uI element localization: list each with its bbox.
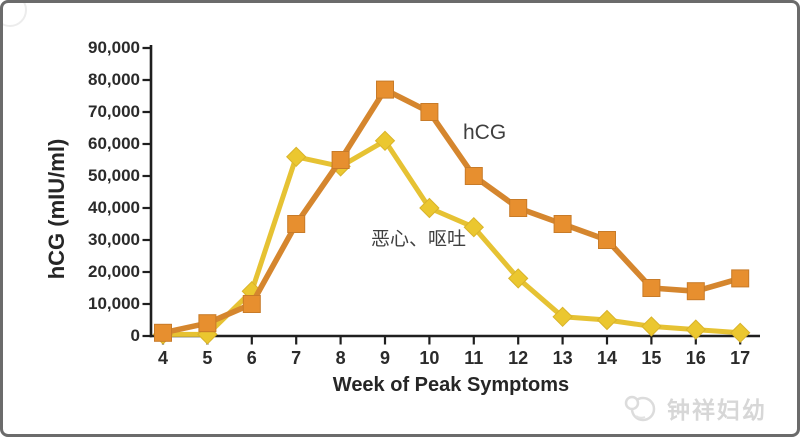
hcg-data-point-marker [376,80,394,99]
hcg-data-point-marker [731,269,750,288]
hcg-data-point-marker [242,295,261,313]
hcg-data-point-marker [598,231,616,249]
nausea-data-point-marker [685,319,707,340]
nausea-data-point-marker [374,130,396,152]
nausea-data-point-marker [285,146,307,168]
nausea-data-point-marker [419,197,440,219]
corner-watermark-arc [3,3,27,27]
hcg-data-point-marker [154,323,172,342]
nausea-data-point-marker [596,309,618,331]
hcg-data-point-marker [509,199,528,217]
hcg-data-point-marker [686,282,705,301]
nausea-data-point-marker [552,306,573,328]
hcg-series [154,80,750,342]
nausea-data-point-marker [507,268,529,289]
hcg-data-point-marker [464,167,483,185]
nausea-data-point-marker [641,316,662,337]
hcg-symptoms-chart [142,45,760,345]
hcg-data-point-marker [287,215,306,233]
hcg-data-point-marker [331,151,350,169]
hcg-data-point-marker [198,314,217,333]
nausea-data-point-marker [729,322,751,344]
axes [142,45,760,345]
hcg-data-point-marker [642,279,661,297]
hcg-data-point-marker [553,215,572,233]
nausea-data-point-marker [463,216,485,238]
hcg-data-point-marker [420,103,439,121]
